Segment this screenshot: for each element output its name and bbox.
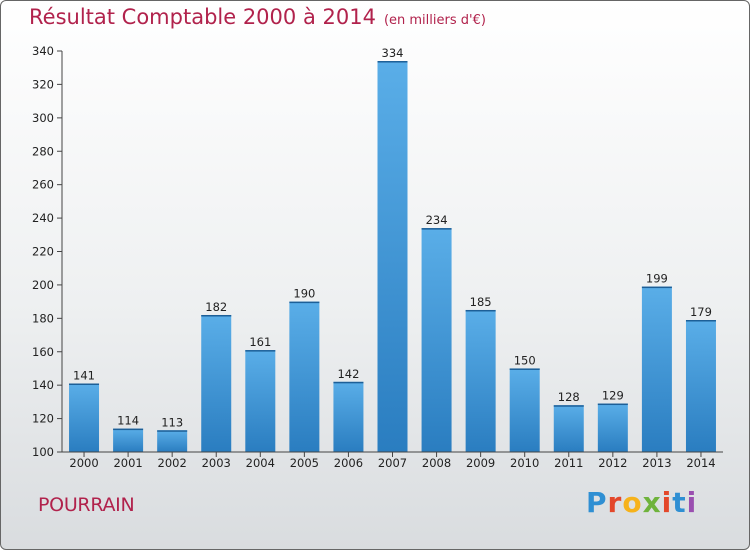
bar[interactable] — [641, 286, 672, 452]
x-tick-label: 2006 — [334, 456, 363, 470]
bar-value-label: 185 — [470, 295, 492, 309]
y-tick-label: 120 — [32, 412, 54, 426]
y-tick-label: 260 — [32, 178, 54, 192]
y-tick-label: 220 — [32, 245, 54, 259]
y-tick-label: 300 — [32, 111, 54, 125]
bar[interactable] — [509, 368, 540, 452]
chart-title-main: Résultat Comptable 2000 à 2014 — [29, 5, 376, 29]
x-tick-label: 2012 — [598, 456, 627, 470]
x-tick-label: 2002 — [158, 456, 187, 470]
bar[interactable] — [465, 309, 496, 452]
bar[interactable] — [333, 381, 364, 452]
bar-value-label: 182 — [205, 300, 227, 314]
x-tick-label: 2004 — [246, 456, 275, 470]
bar[interactable] — [553, 405, 584, 452]
bar-value-label: 161 — [249, 335, 271, 349]
x-tick-label: 2010 — [510, 456, 539, 470]
bar[interactable] — [113, 428, 144, 452]
x-tick-label: 2009 — [466, 456, 495, 470]
bar-value-label: 128 — [558, 390, 580, 404]
proxiti-logo[interactable]: Proxiti — [586, 486, 697, 519]
bar[interactable] — [69, 383, 100, 452]
bar-top-edge — [641, 286, 672, 289]
y-tick-label: 140 — [32, 378, 54, 392]
y-tick-label: 200 — [32, 278, 54, 292]
bar-top-edge — [597, 403, 628, 406]
bar-value-label: 190 — [293, 287, 315, 301]
logo-letter: i — [686, 486, 698, 519]
logo-letter: t — [672, 486, 687, 519]
x-tick-label: 2003 — [202, 456, 231, 470]
bar-top-edge — [553, 405, 584, 407]
x-tick-label: 2005 — [290, 456, 319, 470]
bar-top-edge — [685, 320, 716, 322]
x-tick-label: 2008 — [422, 456, 451, 470]
y-tick-label: 340 — [32, 44, 54, 58]
x-tick-label: 2000 — [69, 456, 98, 470]
logo-letter: P — [586, 486, 608, 519]
bar-top-edge — [201, 314, 232, 317]
y-tick-label: 160 — [32, 345, 54, 359]
x-tick-label: 2011 — [554, 456, 583, 470]
x-tick-label: 2013 — [642, 456, 671, 470]
x-tick-label: 2014 — [686, 456, 715, 470]
x-tick-label: 2007 — [378, 456, 407, 470]
bar-value-label: 114 — [117, 414, 139, 428]
bar-value-label: 179 — [690, 305, 712, 319]
bar-top-edge — [245, 350, 276, 352]
bar-top-edge — [377, 61, 408, 63]
y-tick-label: 100 — [32, 445, 54, 459]
bar-top-edge — [157, 430, 188, 432]
bar[interactable] — [289, 301, 320, 452]
logo-letter: o — [622, 486, 643, 519]
bar[interactable] — [377, 61, 408, 453]
bar-top-edge — [289, 301, 320, 304]
logo-letter: r — [607, 486, 623, 519]
y-tick-label: 280 — [32, 144, 54, 158]
bar-value-label: 113 — [161, 415, 183, 429]
bar[interactable] — [421, 228, 452, 452]
chart-title-unit: (en milliers d'€) — [383, 13, 486, 28]
bar-value-label: 150 — [514, 353, 536, 367]
bar-value-label: 141 — [73, 368, 95, 382]
bar[interactable] — [245, 350, 276, 452]
chart-title: Résultat Comptable 2000 à 2014 (en millie… — [29, 5, 486, 29]
bar-top-edge — [421, 228, 452, 230]
bar-top-edge — [113, 428, 144, 431]
logo-letter: x — [642, 486, 662, 519]
bar-value-label: 234 — [426, 213, 448, 227]
commune-name: POURRAIN — [38, 494, 135, 516]
y-tick-label: 320 — [32, 77, 54, 91]
bar-value-label: 199 — [646, 272, 668, 286]
x-tick-label: 2001 — [113, 456, 142, 470]
bar-top-edge — [333, 381, 364, 384]
bar-value-label: 129 — [602, 389, 624, 403]
y-tick-label: 240 — [32, 211, 54, 225]
bar[interactable] — [597, 403, 628, 452]
bar-top-edge — [509, 368, 540, 370]
bar-value-label: 334 — [382, 46, 404, 60]
bar-top-edge — [69, 383, 100, 385]
bar[interactable] — [685, 320, 716, 452]
bar[interactable] — [157, 430, 188, 452]
logo-letter: i — [661, 486, 673, 519]
y-tick-label: 180 — [32, 311, 54, 325]
bar-value-label: 142 — [337, 367, 359, 381]
bar-top-edge — [465, 309, 496, 312]
bar[interactable] — [201, 314, 232, 452]
